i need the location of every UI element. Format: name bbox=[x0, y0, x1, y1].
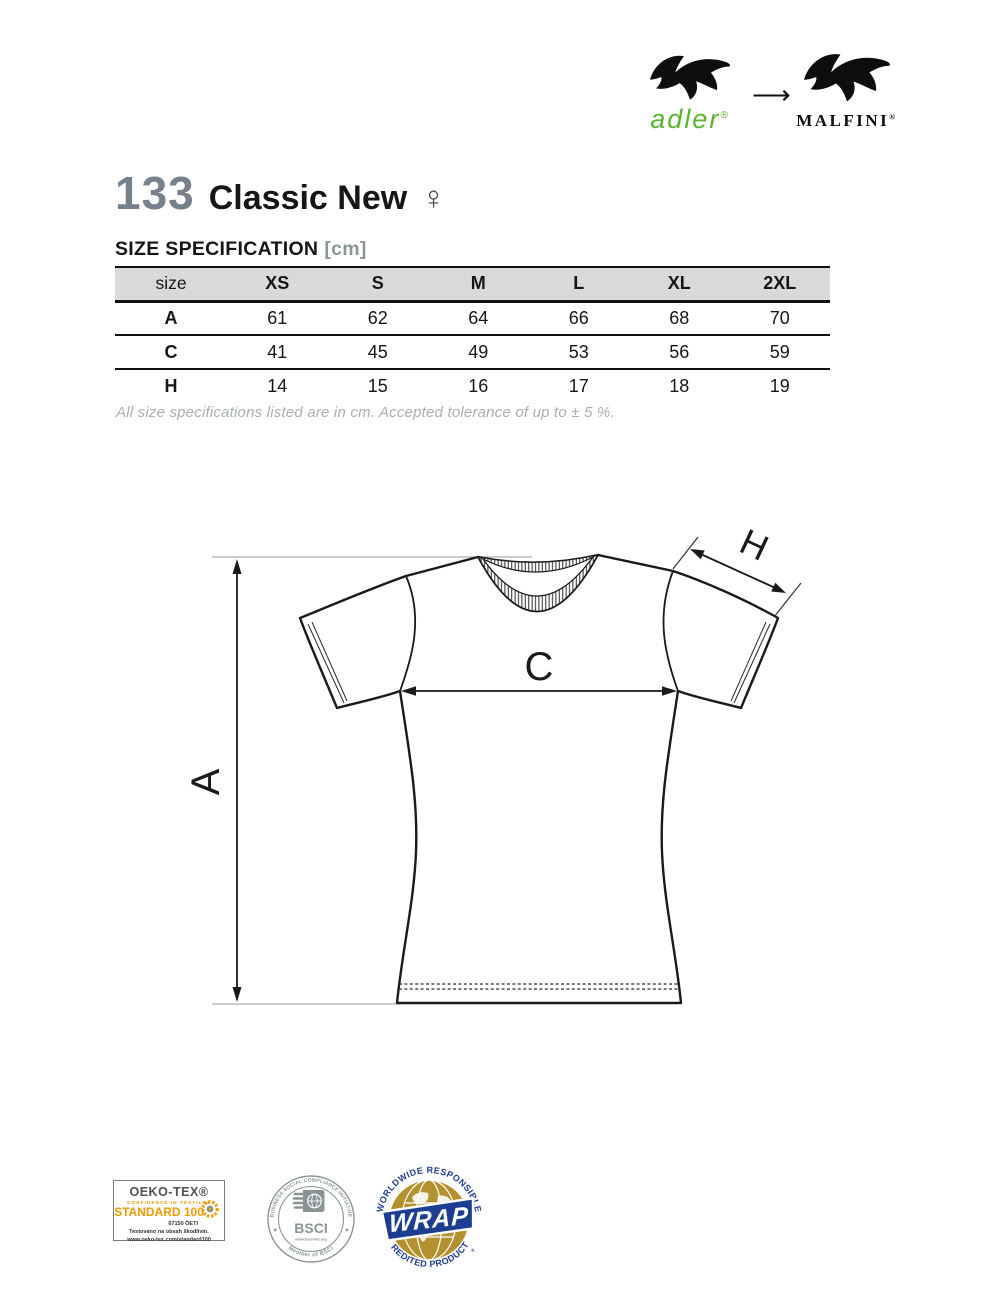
collar-band-edge bbox=[482, 556, 594, 573]
bsci-inner-ring bbox=[277, 1185, 345, 1253]
oeko-tex-standard: STANDARD 100 bbox=[114, 1205, 204, 1220]
adler-logo: adler® bbox=[640, 50, 740, 133]
female-symbol-icon: ♀ bbox=[421, 179, 446, 216]
tshirt-outline bbox=[298, 553, 780, 1005]
ring-separator-diamond bbox=[273, 1228, 277, 1232]
cell-c-l: 53 bbox=[568, 341, 589, 362]
wrap-registered-mark: ® bbox=[471, 1247, 475, 1253]
cell-h-m: 16 bbox=[468, 376, 489, 396]
table-row-c: C 41 45 49 53 56 59 bbox=[115, 335, 830, 369]
cell-h-xs: 14 bbox=[267, 376, 288, 396]
arrowhead-a-bottom bbox=[232, 987, 242, 1002]
wrap-certificate: WORLDWIDE RESPONSIBLE ACCREDITED PRODUCT… bbox=[374, 1165, 483, 1269]
malfini-wordmark: MALFINI® bbox=[788, 112, 906, 129]
arrowhead-c-left bbox=[401, 686, 416, 696]
size-specification-heading: SIZE SPECIFICATION [cm] bbox=[115, 238, 367, 261]
arrowhead-h-left bbox=[690, 549, 705, 560]
adler-bird-icon bbox=[649, 55, 731, 100]
cell-a-2xl: 70 bbox=[769, 307, 790, 328]
adler-wordmark: adler® bbox=[640, 106, 740, 133]
cell-c-m: 49 bbox=[468, 341, 489, 362]
cell-a-l: 66 bbox=[568, 307, 589, 328]
left-sleeve-stitch bbox=[311, 621, 348, 702]
page-title: 133 Classic New ♀ bbox=[115, 170, 446, 216]
dimension-label-h: H bbox=[734, 521, 775, 569]
product-name: Classic New bbox=[208, 179, 408, 217]
col-header-xl: XL bbox=[667, 273, 691, 294]
oeko-tex-cert-number: 67150 ÖETI bbox=[168, 1220, 198, 1227]
h-extension-line bbox=[773, 582, 802, 618]
bsci-url: www.bsci-intl.org bbox=[294, 1238, 327, 1242]
rebrand-arrow-icon: ⟶ bbox=[752, 80, 791, 110]
left-sleeve-stitch bbox=[307, 623, 345, 704]
arrowhead-a-top bbox=[232, 559, 242, 574]
collar-inner-edge bbox=[482, 556, 594, 597]
cell-h-l: 17 bbox=[568, 376, 589, 396]
table-row-h: H 14 15 16 17 18 19 bbox=[115, 369, 830, 403]
unit-label: [cm] bbox=[324, 238, 367, 260]
cell-h-2xl: 19 bbox=[769, 376, 790, 396]
arrowhead-c-right bbox=[662, 686, 677, 696]
dimension-label-c: C bbox=[525, 645, 554, 689]
table-row-a: A 61 62 64 66 68 70 bbox=[115, 301, 830, 335]
malfini-registered-mark: ® bbox=[889, 112, 898, 122]
cell-h-s: 15 bbox=[367, 376, 388, 396]
malfini-bird-icon bbox=[803, 54, 891, 102]
tolerance-note: All size specifications listed are in cm… bbox=[116, 404, 615, 421]
size-table-header-row: size XS S M L XL 2XL bbox=[115, 267, 830, 301]
bsci-certificate: BUSINESS SOCIAL COMPLIANCE INITIATIVE Me… bbox=[267, 1175, 355, 1263]
col-header-size: size bbox=[155, 273, 187, 294]
cell-c-2xl: 59 bbox=[769, 341, 790, 362]
cell-c-s: 45 bbox=[367, 341, 388, 362]
row-label-c: C bbox=[164, 341, 178, 362]
cell-a-s: 62 bbox=[367, 307, 388, 328]
row-label-h: H bbox=[164, 376, 178, 396]
h-extension-line bbox=[672, 536, 699, 570]
dimension-label-a: A bbox=[184, 768, 228, 795]
row-label-a: A bbox=[164, 307, 178, 328]
oeko-tex-certificate: OEKO-TEX® CONFIDENCE IN TEXTILES STANDAR… bbox=[113, 1180, 225, 1244]
bsci-name: BSCI bbox=[294, 1220, 327, 1236]
arrowhead-h-right bbox=[771, 582, 786, 593]
cell-h-xl: 18 bbox=[669, 376, 690, 396]
brand-header: adler® ⟶ MALFINI® bbox=[630, 48, 920, 148]
col-header-xs: XS bbox=[265, 273, 290, 294]
cell-a-xl: 68 bbox=[669, 307, 690, 328]
bsci-outer-ring bbox=[267, 1175, 355, 1263]
col-header-2xl: 2XL bbox=[763, 273, 797, 294]
cell-a-m: 64 bbox=[468, 307, 489, 328]
bsci-hand-globe-icon bbox=[292, 1190, 325, 1212]
wrap-banner: WRAP bbox=[380, 1196, 475, 1242]
malfini-logo: MALFINI® bbox=[788, 48, 906, 129]
malfini-name: MALFINI bbox=[796, 111, 890, 130]
tshirt-measurement-diagram: A C H bbox=[184, 521, 802, 1005]
right-sleeve-seam bbox=[662, 570, 679, 692]
product-number: 133 bbox=[115, 167, 195, 219]
collar-outer-edge bbox=[477, 554, 599, 613]
col-header-m: M bbox=[470, 273, 486, 294]
cell-c-xs: 41 bbox=[267, 341, 288, 362]
oeko-tex-note-line: Testováno na obsah škodlivin. bbox=[129, 1229, 209, 1236]
right-sleeve-stitch bbox=[730, 621, 767, 702]
left-sleeve-seam bbox=[399, 575, 417, 692]
ring-separator-diamond bbox=[345, 1228, 349, 1232]
right-sleeve-stitch bbox=[733, 623, 771, 704]
oeko-tex-sun-icon bbox=[201, 1200, 219, 1218]
cell-c-xl: 56 bbox=[669, 341, 690, 362]
col-header-l: L bbox=[573, 273, 585, 294]
oeko-tex-subtitle: CONFIDENCE IN TEXTILES bbox=[127, 1199, 211, 1205]
col-header-s: S bbox=[371, 273, 384, 294]
oeko-tex-url: www.oeko-tex.com/standard100 bbox=[127, 1237, 211, 1244]
adler-name: adler bbox=[650, 104, 721, 134]
oeko-tex-brand: OEKO-TEX® bbox=[129, 1185, 209, 1199]
adler-registered-mark: ® bbox=[720, 110, 730, 121]
cell-a-xs: 61 bbox=[267, 307, 288, 328]
dimension-line-h bbox=[693, 550, 783, 592]
size-table: size XS S M L XL 2XL A 61 62 64 66 68 70… bbox=[115, 266, 830, 403]
heading-text: SIZE SPECIFICATION bbox=[115, 238, 319, 260]
